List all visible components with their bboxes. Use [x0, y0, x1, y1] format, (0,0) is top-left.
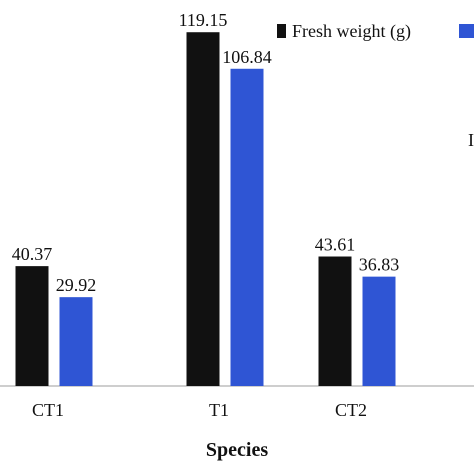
legend-label-fresh-weight: Fresh weight (g) — [292, 21, 411, 42]
x-tick-label-ct1: CT1 — [32, 400, 64, 420]
right-edge-fragment-label: I — [468, 130, 474, 150]
bar-t1-series-1 — [186, 32, 220, 386]
value-label-t1-series-1: 119.15 — [179, 10, 228, 30]
bar-ct1-series-2 — [59, 297, 93, 386]
value-label-ct1-series-2: 29.92 — [56, 275, 97, 295]
value-label-ct2-series-2: 36.83 — [359, 255, 400, 275]
bar-group — [15, 32, 396, 387]
x-axis: CT1 T1 CT2 Species — [0, 385, 474, 461]
legend: Fresh weight (g) — [277, 21, 474, 42]
x-tick-label-t1: T1 — [209, 400, 229, 420]
bar-ct1-series-1 — [15, 266, 49, 386]
value-label-ct1-series-1: 40.37 — [12, 244, 53, 264]
x-axis-title: Species — [206, 439, 268, 461]
value-label-ct2-series-1: 43.61 — [315, 235, 356, 255]
bar-t1-series-2 — [230, 68, 264, 387]
legend-swatch-fresh-weight — [277, 24, 286, 38]
bar-ct2-series-2 — [362, 276, 396, 386]
x-tick-label-ct2: CT2 — [335, 400, 367, 420]
value-label-group: 40.37 119.15 43.61 29.92 106.84 36.83 — [12, 10, 400, 295]
bar-ct2-series-1 — [318, 256, 352, 386]
value-label-t1-series-2: 106.84 — [222, 47, 272, 67]
legend-swatch-series-2 — [459, 24, 474, 38]
